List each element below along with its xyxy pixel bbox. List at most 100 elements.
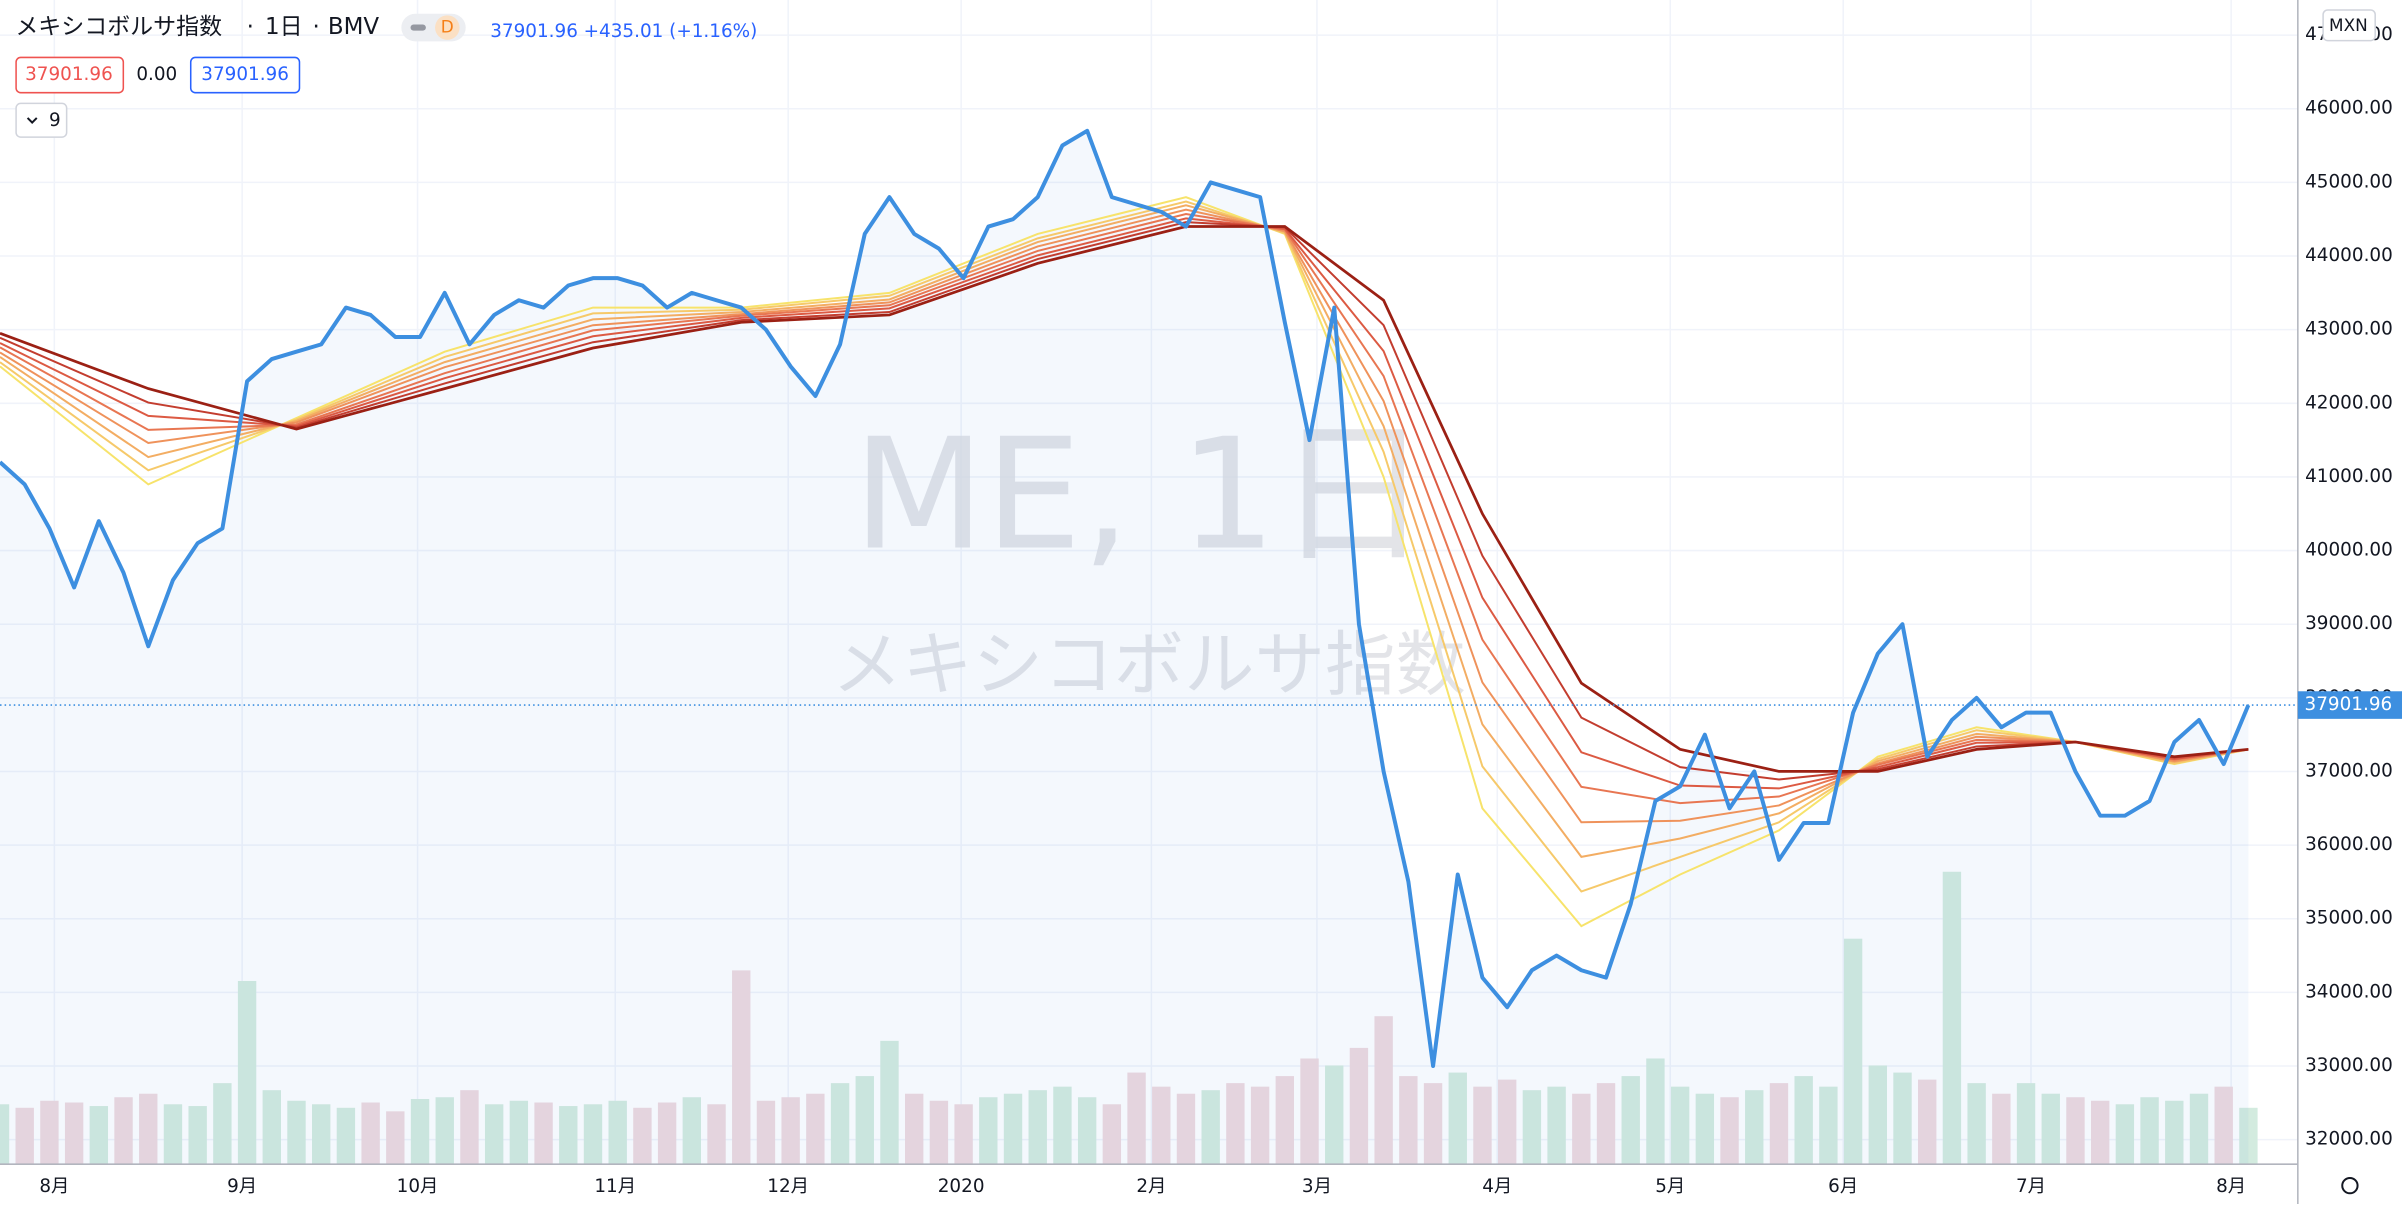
volume-bar — [237, 980, 257, 1165]
volume-bar — [312, 1104, 331, 1165]
volume-bar — [1942, 871, 1962, 1165]
axes: 32000.00 33000.00 34000.00 35000.00 36000.00… — [39, 24, 2402, 1197]
volume-bar — [1819, 1086, 1838, 1165]
y-tick-label: 44000.00 — [2305, 245, 2393, 266]
volume-bar — [2214, 1086, 2233, 1165]
volume-bar — [2090, 1100, 2110, 1165]
y-tick-label: 40000.00 — [2305, 540, 2393, 561]
volume-bar — [1152, 1086, 1171, 1165]
volume-bar — [2239, 1107, 2258, 1165]
volume-bar — [732, 970, 751, 1165]
volume-bar — [114, 1097, 133, 1165]
moving-average — [0, 217, 2249, 790]
volume-bar — [1769, 1083, 1789, 1165]
currency: MXN — [2329, 15, 2368, 35]
volume-bar — [386, 1111, 405, 1165]
legend-box — [15, 56, 125, 94]
volume-bar — [1448, 1072, 1467, 1165]
volume-bar — [2189, 1093, 2209, 1165]
volume-bar — [1349, 1047, 1369, 1165]
y-tick-label: 32000.00 — [2305, 1129, 2393, 1150]
volume-bar — [1201, 1090, 1220, 1165]
volume-bar — [509, 1100, 529, 1165]
volume-bar — [855, 1076, 874, 1165]
study-count: 9 — [49, 110, 61, 131]
volume-bar — [1868, 1065, 1887, 1165]
volume-bar — [830, 1083, 850, 1165]
volume-bar — [682, 1097, 702, 1165]
volume-bar — [1794, 1076, 1813, 1165]
volume-bar — [40, 1100, 59, 1165]
time-axis-bg — [0, 1164, 2298, 1204]
volume-bar — [954, 1104, 973, 1165]
volume-bar — [806, 1093, 825, 1165]
legend-box — [189, 56, 301, 94]
price-axis-bg — [2297, 0, 2402, 1204]
moving-average — [0, 225, 2249, 773]
volume-pane — [0, 871, 2258, 1165]
volume-bar — [1695, 1093, 1715, 1165]
volume-bar — [64, 1102, 84, 1165]
grid — [0, 0, 2298, 1165]
separator: · — [313, 14, 320, 40]
x-tick-label: 7月 — [2016, 1176, 2046, 1197]
volume-bar — [979, 1097, 998, 1165]
gear — [2341, 1176, 2359, 1195]
x-tick-label: 6月 — [1828, 1176, 1858, 1197]
symbol-name: メキシコボルサ指数 — [15, 14, 222, 40]
volume-bar — [1918, 1079, 1937, 1165]
volume-bar — [1325, 1065, 1344, 1165]
studies-toggle[interactable] — [15, 102, 68, 138]
volume-bar — [1374, 1016, 1393, 1165]
volume-bar — [1226, 1083, 1245, 1165]
exchange: BMV — [328, 14, 380, 40]
volume-bar — [1028, 1090, 1047, 1165]
volume-bar — [1646, 1058, 1665, 1165]
volume-bar — [1967, 1083, 1986, 1165]
status-dash — [410, 24, 426, 31]
price-line — [0, 128, 2251, 1068]
volume-bar — [1992, 1093, 2011, 1165]
volume-bar — [1497, 1079, 1517, 1165]
x-tick-label: 2月 — [1136, 1176, 1166, 1197]
currency-box[interactable] — [2322, 9, 2376, 42]
volume-bar — [1399, 1076, 1418, 1165]
y-tick-label: 45000.00 — [2305, 171, 2393, 192]
volume-bar — [1572, 1093, 1591, 1165]
volume-bar — [1596, 1083, 1616, 1165]
volume-bar — [880, 1040, 899, 1165]
x-tick-label: 10月 — [397, 1176, 439, 1197]
volume-bar — [2016, 1083, 2036, 1165]
moving-average — [0, 212, 2249, 805]
x-tick-label: 5月 — [1655, 1176, 1685, 1197]
moving-average — [0, 221, 2249, 781]
volume-bar — [460, 1090, 479, 1165]
volume-bar — [904, 1093, 924, 1165]
x-tick-label: 8月 — [39, 1176, 69, 1197]
volume-bar — [361, 1102, 380, 1165]
y-tick-label: 42000.00 — [2305, 392, 2393, 413]
volume-bar — [1720, 1097, 1739, 1165]
volume-bar — [707, 1104, 726, 1165]
last-price-tag — [2297, 691, 2402, 719]
settings-icon[interactable] — [2341, 1176, 2359, 1195]
volume-bar — [188, 1106, 207, 1165]
volume-bar — [2115, 1104, 2135, 1165]
volume-bar — [608, 1100, 627, 1165]
legend-value: 37901.96 — [201, 64, 289, 85]
volume-bar — [1300, 1058, 1319, 1165]
volume-bar — [336, 1107, 356, 1165]
x-tick-label: 12月 — [767, 1176, 809, 1197]
volume-bar — [1053, 1086, 1072, 1165]
y-tick-label: 36000.00 — [2305, 834, 2393, 855]
volume-bar — [2041, 1093, 2060, 1165]
volume-bar — [2165, 1100, 2184, 1165]
volume-bar — [89, 1106, 109, 1165]
volume-bar — [213, 1083, 232, 1165]
volume-bar — [435, 1097, 454, 1165]
volume-bar — [929, 1100, 949, 1165]
volume-bar — [15, 1107, 34, 1165]
y-tick-label: 34000.00 — [2305, 981, 2393, 1002]
volume-bar — [410, 1098, 430, 1165]
